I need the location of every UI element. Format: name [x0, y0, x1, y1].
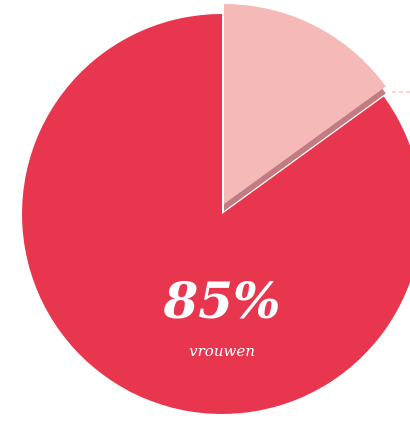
- slice: [22, 14, 410, 414]
- category-label: vrouwen: [189, 342, 255, 360]
- value-label: 85%: [162, 271, 280, 330]
- slice: [224, 4, 386, 204]
